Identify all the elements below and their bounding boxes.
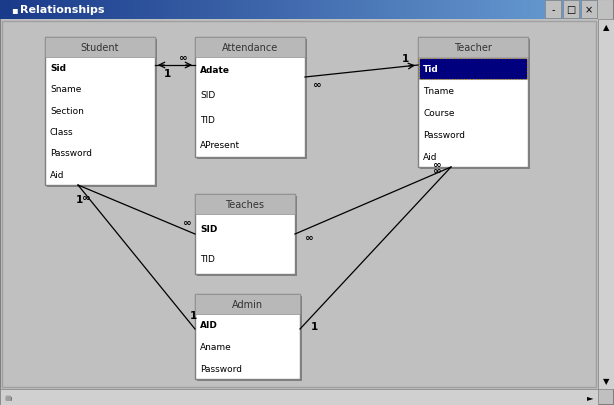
Bar <box>195 38 305 158</box>
Text: ►: ► <box>587 392 593 401</box>
Text: APresent: APresent <box>200 141 240 149</box>
Text: Attendance: Attendance <box>222 43 278 53</box>
Text: 1: 1 <box>402 54 409 64</box>
Text: TID: TID <box>200 255 215 264</box>
Bar <box>545 1 561 19</box>
Text: ◄: ◄ <box>5 392 11 401</box>
Text: □: □ <box>566 5 576 15</box>
Text: SID: SID <box>200 91 216 100</box>
Bar <box>418 38 528 168</box>
Text: Adate: Adate <box>200 66 230 75</box>
Text: ■: ■ <box>5 394 11 400</box>
Text: Password: Password <box>200 364 242 373</box>
Text: 1: 1 <box>190 310 197 320</box>
Text: Teacher: Teacher <box>454 43 492 53</box>
Text: ∞: ∞ <box>314 79 322 90</box>
Bar <box>418 38 528 58</box>
Bar <box>45 38 155 58</box>
Bar <box>195 38 305 58</box>
Text: ∞: ∞ <box>433 166 441 176</box>
Bar <box>195 294 300 379</box>
Bar <box>197 296 302 381</box>
Bar <box>0 389 598 405</box>
Text: Admin: Admin <box>232 299 263 309</box>
Bar <box>195 294 300 314</box>
Text: AID: AID <box>200 320 218 330</box>
Text: 1: 1 <box>163 69 171 79</box>
Text: ∞: ∞ <box>305 232 314 242</box>
Bar <box>581 1 597 19</box>
Text: Course: Course <box>423 108 454 117</box>
Text: -: - <box>551 5 555 15</box>
Text: ∞: ∞ <box>432 160 441 170</box>
Text: ∞: ∞ <box>82 192 90 202</box>
Text: Password: Password <box>423 130 465 139</box>
Bar <box>419 58 527 79</box>
Bar <box>197 196 297 276</box>
Bar <box>563 1 579 19</box>
Text: Tid: Tid <box>423 64 439 73</box>
Text: Section: Section <box>50 107 84 115</box>
Text: ∞: ∞ <box>179 53 187 63</box>
Text: Teaches: Teaches <box>225 200 265 209</box>
Bar <box>195 194 295 274</box>
Text: ▼: ▼ <box>603 377 609 386</box>
Bar <box>195 194 295 215</box>
Text: 1: 1 <box>76 195 83 205</box>
Text: Aid: Aid <box>423 152 438 161</box>
Text: Class: Class <box>50 128 74 137</box>
Bar <box>197 40 307 160</box>
Text: Tname: Tname <box>423 86 454 95</box>
Text: SID: SID <box>200 225 217 234</box>
Text: TID: TID <box>200 116 215 125</box>
Text: ▪: ▪ <box>10 5 17 15</box>
Bar <box>420 40 530 170</box>
Text: 1: 1 <box>311 321 317 331</box>
Text: Sname: Sname <box>50 85 82 94</box>
Text: Sid: Sid <box>50 64 66 73</box>
Bar <box>45 38 155 185</box>
Bar <box>47 40 157 188</box>
Text: ▲: ▲ <box>603 23 609 32</box>
Text: Aid: Aid <box>50 171 64 179</box>
Text: Aname: Aname <box>200 342 231 351</box>
Text: Password: Password <box>50 149 92 158</box>
Text: Relationships: Relationships <box>20 5 104 15</box>
Text: Student: Student <box>81 43 119 53</box>
Bar <box>598 20 614 389</box>
Text: ∞: ∞ <box>183 217 192 228</box>
Text: ×: × <box>585 5 593 15</box>
